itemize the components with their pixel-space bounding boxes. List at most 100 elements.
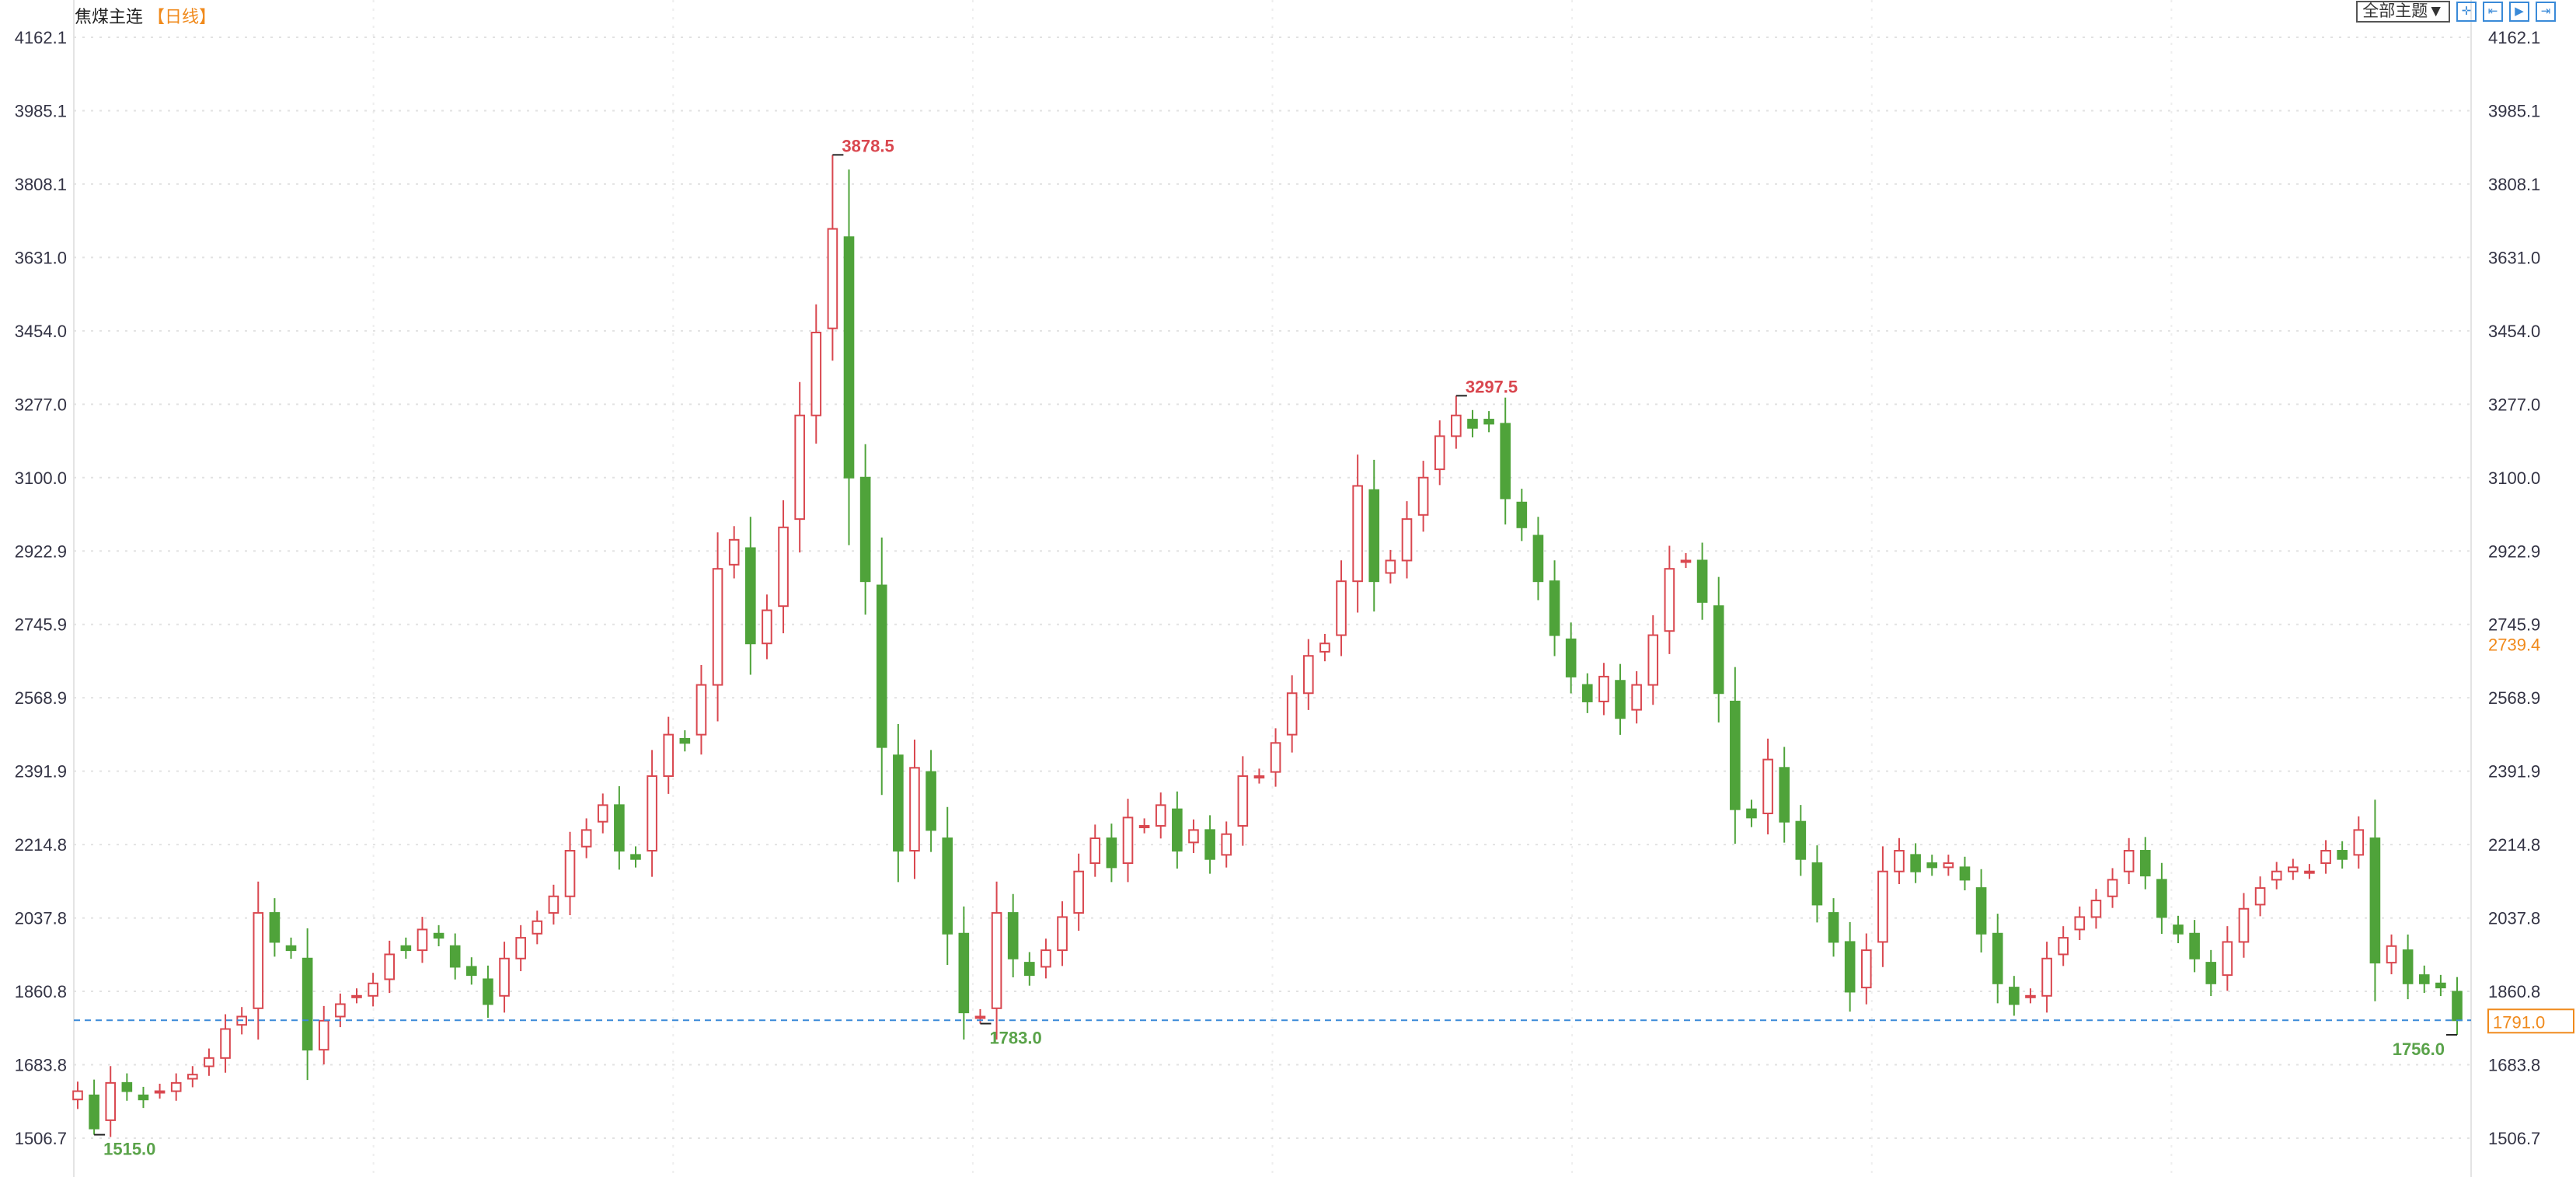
candle-body [483, 978, 493, 1005]
candle-body [1286, 692, 1298, 736]
candle-body [1041, 949, 1051, 968]
candle-body [2189, 932, 2200, 959]
candle-body [1451, 414, 1462, 437]
candle-body [1762, 758, 1773, 815]
candle-body [154, 1090, 166, 1094]
candle-body [1696, 559, 1708, 603]
candle-body [1549, 580, 1560, 636]
candle-body [1467, 419, 1478, 429]
candle-body [400, 945, 412, 952]
candle-body [1959, 866, 1971, 881]
candle-body [762, 609, 772, 645]
play-forward-icon[interactable]: ▶ [2509, 2, 2529, 22]
low-price-label: 1515.0 [103, 1140, 155, 1159]
y-tick-label-left: 2922.9 [15, 541, 67, 561]
candle-body [2386, 945, 2397, 964]
y-tick-label-right: 2745.9 [2488, 615, 2540, 635]
candle-body [2288, 866, 2299, 872]
candle-body [1434, 435, 1445, 471]
candle-body [2304, 870, 2315, 874]
low-price-label: 1756.0 [2393, 1039, 2445, 1059]
y-tick-label-right: 3985.1 [2488, 101, 2540, 120]
candle-body [253, 912, 264, 1009]
candle-body [1532, 535, 1544, 583]
candle-body [827, 228, 838, 329]
y-tick-label-left: 1506.7 [15, 1129, 67, 1148]
candle-body [384, 953, 396, 980]
last-price-tag [2487, 1008, 2574, 1034]
candle-body [121, 1081, 133, 1092]
y-tick-label-right: 1683.8 [2488, 1055, 2540, 1074]
candle-body [1122, 817, 1134, 865]
candle-body [548, 895, 559, 914]
y-tick-label-right: 2214.8 [2488, 835, 2540, 855]
candle-body [515, 937, 526, 959]
candle-body [1368, 489, 1380, 583]
jump-end-icon[interactable]: ⇥ [2536, 2, 2556, 22]
y-tick-label-left: 2745.9 [15, 615, 67, 635]
zoom-range-icon[interactable]: ⇤ [2483, 2, 2503, 22]
y-tick-label-left: 3985.1 [15, 101, 67, 120]
candle-body [1730, 700, 1741, 810]
candle-body [728, 538, 740, 566]
candle-body [1336, 580, 1347, 636]
y-tick-label-right: 1506.7 [2488, 1129, 2540, 1148]
candle-body [1483, 419, 1494, 425]
y-tick-label-right: 3277.0 [2488, 395, 2540, 414]
crosshair-icon[interactable]: ✛ [2456, 2, 2477, 22]
candle-body [1057, 916, 1068, 952]
candle-body [614, 804, 625, 852]
candle-body [2435, 982, 2446, 989]
candle-body [1910, 854, 1921, 872]
candle-body [1106, 837, 1117, 869]
candle-body [2090, 900, 2102, 918]
candle-body [647, 775, 657, 852]
candle-body [2074, 916, 2086, 931]
candle-body [2025, 994, 2036, 998]
candle-body [1138, 825, 1150, 829]
candle-body [1089, 837, 1101, 865]
y-tick-label-left: 3100.0 [15, 468, 67, 488]
candle-body [170, 1081, 182, 1092]
candle-body [138, 1094, 149, 1101]
candle-body [2139, 850, 2151, 877]
candle-body [1155, 804, 1166, 827]
candle-body [1746, 808, 1757, 819]
candle-body [2041, 957, 2052, 997]
candle-body [1237, 775, 1249, 827]
candle-body [1188, 829, 1199, 844]
y-tick-label-left: 4162.1 [15, 28, 67, 47]
candle-body [1302, 655, 1314, 695]
candle-body [1894, 850, 1905, 872]
candle-body [1401, 518, 1413, 562]
candle-body [2418, 974, 2430, 984]
y-tick-label-left: 2568.9 [15, 688, 67, 708]
candle-body [1581, 684, 1593, 702]
y-tick-label-right: 4162.1 [2488, 28, 2540, 47]
candle-body [269, 912, 281, 943]
candle-body [1500, 423, 1511, 500]
candle-body [2009, 987, 2020, 1005]
candle-body [302, 957, 313, 1051]
candle-body [974, 1015, 986, 1019]
candle-body [925, 771, 936, 831]
candle-body [1844, 941, 1856, 993]
candle-body [220, 1028, 231, 1059]
candle-body [909, 767, 920, 852]
period-label[interactable]: 【日线】 [148, 7, 217, 26]
candle-body [105, 1081, 117, 1121]
candle-body [1664, 568, 1675, 632]
candle-body [778, 526, 789, 608]
candle-body [1975, 887, 1987, 935]
candle-body [417, 928, 428, 952]
y-tick-label-left: 2214.8 [15, 835, 67, 855]
candle-body [810, 331, 822, 416]
theme-select[interactable]: 全部主题▼ [2356, 1, 2450, 23]
candle-body [2353, 829, 2365, 856]
y-tick-label-left: 3454.0 [15, 322, 67, 341]
candle-body [2402, 949, 2414, 984]
instrument-name: 焦煤主连 [75, 7, 144, 26]
candle-body [1385, 559, 1396, 574]
candle-body [679, 737, 691, 744]
